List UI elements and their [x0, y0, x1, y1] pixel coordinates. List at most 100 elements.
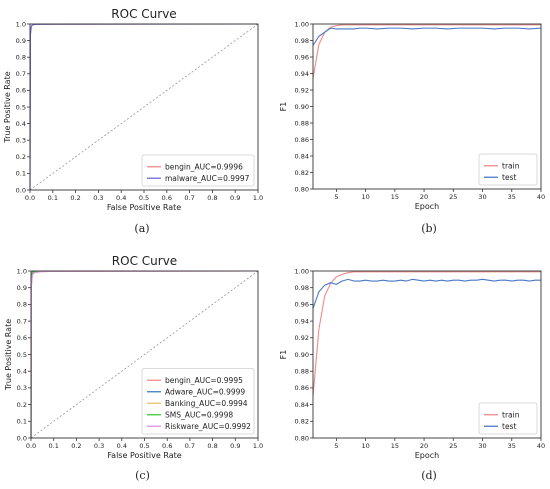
- x-tick-label: 0.3: [94, 442, 104, 450]
- x-axis-label: False Positive Rate: [107, 451, 181, 460]
- x-tick-label: 30: [478, 193, 486, 201]
- y-tick-label: 1.0: [16, 20, 26, 28]
- legend-label: Banking_AUC=0.9994: [165, 399, 248, 408]
- x-tick-label: 25: [449, 193, 457, 201]
- chance-diagonal: [29, 23, 259, 191]
- y-tick-label: 0.6: [16, 87, 26, 95]
- x-tick-label: 0.9: [230, 442, 240, 450]
- x-tick-label: 0.0: [25, 194, 35, 202]
- x-tick-label: 0.5: [139, 442, 149, 450]
- y-tick-label: 0.88: [295, 119, 309, 127]
- y-tick-label: 0.0: [17, 434, 27, 442]
- legend-label: train: [502, 161, 520, 170]
- legend-label: test: [502, 173, 516, 182]
- legend-label: test: [502, 422, 516, 431]
- y-tick-label: 0.86: [295, 384, 309, 392]
- x-tick-label: 15: [391, 442, 399, 450]
- y-tick-label: 0.7: [17, 317, 27, 325]
- y-tick-label: 0.98: [295, 284, 309, 292]
- legend-box: [141, 368, 255, 435]
- plot-frame: [312, 270, 542, 439]
- y-tick-label: 0.88: [295, 368, 309, 376]
- legend-label: bengin_AUC=0.9995: [165, 376, 243, 385]
- chart-title: ROC Curve: [111, 7, 176, 21]
- x-tick-label: 0.8: [207, 194, 217, 202]
- y-tick-label: 0.5: [16, 103, 26, 111]
- legend: bengin_AUC=0.9996 malware_AUC=0.9997: [141, 154, 255, 187]
- chart-panel-3: ROC Curve 0.0 0.1 0.2 0.3 0.4 0.5 0.6 0.7 0.8 0.9 1…: [4, 254, 263, 482]
- y-tick-label: 0.4: [17, 368, 27, 376]
- x-tick-label: 0.4: [116, 194, 126, 202]
- y-tick-label: 0.8: [17, 301, 27, 309]
- y-tick-label: 0.7: [16, 70, 26, 78]
- y-tick-label: 0.80: [295, 185, 309, 193]
- chart-panel-4: 0.80 0.82 0.84 0.86 0.88 0.90 0.92 0.94 0.96 0.98…: [279, 267, 545, 482]
- series-line-2: [312, 27, 542, 46]
- legend: bengin_AUC=0.9995 Adware_AUC=0.9999 Bankin…: [141, 368, 255, 435]
- legend-label: malware_AUC=0.9997: [165, 174, 250, 183]
- x-tick-label: 1.0: [253, 194, 263, 202]
- y-tick-label: 0.92: [295, 86, 309, 94]
- legend-label: bengin_AUC=0.9996: [165, 162, 243, 171]
- x-tick-label: 40: [537, 442, 545, 450]
- panel-caption: (a): [134, 222, 149, 235]
- y-tick-label: 0.90: [295, 351, 309, 359]
- legend-box: [141, 154, 255, 187]
- legend: train test: [478, 402, 538, 435]
- y-tick-label: 0.0: [16, 186, 26, 194]
- x-tick-label: 0.1: [49, 442, 59, 450]
- x-tick-label: 40: [537, 193, 545, 201]
- y-tick-label: 0.5: [17, 351, 27, 359]
- legend-label: Adware_AUC=0.9999: [165, 387, 245, 396]
- y-tick-label: 0.92: [295, 334, 309, 342]
- x-tick-label: 35: [508, 442, 516, 450]
- x-tick-label: 10: [361, 442, 369, 450]
- y-tick-label: 0.80: [295, 434, 309, 442]
- y-tick-label: 0.9: [16, 37, 26, 45]
- y-tick-label: 0.96: [295, 53, 309, 61]
- y-tick-label: 0.90: [295, 103, 309, 111]
- chart-panel-2: 0.80 0.82 0.84 0.86 0.88 0.90 0.92 0.94 0.96 0.98…: [279, 20, 545, 235]
- x-tick-label: 20: [420, 193, 428, 201]
- chance-diagonal: [30, 270, 259, 439]
- x-tick-label: 0.2: [71, 442, 81, 450]
- x-tick-label: 0.2: [70, 194, 80, 202]
- y-tick-label: 0.96: [295, 301, 309, 309]
- x-tick-label: 0.7: [185, 442, 195, 450]
- y-tick-label: 1.0: [17, 267, 27, 275]
- legend-label: SMS_AUC=0.9998: [165, 410, 233, 419]
- plot-frame: [29, 23, 259, 191]
- chart-title: ROC Curve: [112, 254, 177, 268]
- x-axis-label: Epoch: [415, 202, 440, 211]
- x-tick-label: 20: [420, 442, 428, 450]
- x-tick-label: 30: [478, 442, 486, 450]
- x-tick-label: 5: [334, 442, 338, 450]
- series-line-1: [312, 271, 541, 397]
- y-tick-label: 0.3: [16, 137, 26, 145]
- x-tick-label: 0.6: [162, 442, 172, 450]
- x-tick-label: 0.8: [207, 442, 217, 450]
- y-tick-label: 0.1: [16, 170, 26, 178]
- x-tick-label: 15: [391, 193, 399, 201]
- panel-caption: (b): [421, 222, 437, 235]
- x-tick-label: 0.6: [162, 194, 172, 202]
- x-tick-label: 0.3: [93, 194, 103, 202]
- legend: train test: [478, 153, 538, 186]
- y-tick-label: 0.2: [17, 401, 27, 409]
- y-tick-label: 0.94: [295, 317, 309, 325]
- y-tick-label: 0.98: [295, 37, 309, 45]
- y-tick-label: 1.00: [295, 20, 309, 28]
- panel-caption: (d): [421, 469, 437, 482]
- y-tick-label: 0.6: [17, 334, 27, 342]
- y-tick-label: 1.00: [295, 267, 309, 275]
- x-axis-label: False Positive Rate: [107, 203, 181, 212]
- y-axis-label: True Positive Rate: [4, 319, 13, 391]
- series-line-2: [312, 278, 541, 309]
- y-tick-label: 0.84: [295, 152, 309, 160]
- y-tick-label: 0.94: [295, 70, 309, 78]
- y-tick-label: 0.2: [16, 153, 26, 161]
- plot-frame: [30, 270, 259, 439]
- y-tick-label: 0.9: [17, 284, 27, 292]
- x-tick-label: 0.0: [26, 442, 36, 450]
- x-tick-label: 5: [334, 193, 338, 201]
